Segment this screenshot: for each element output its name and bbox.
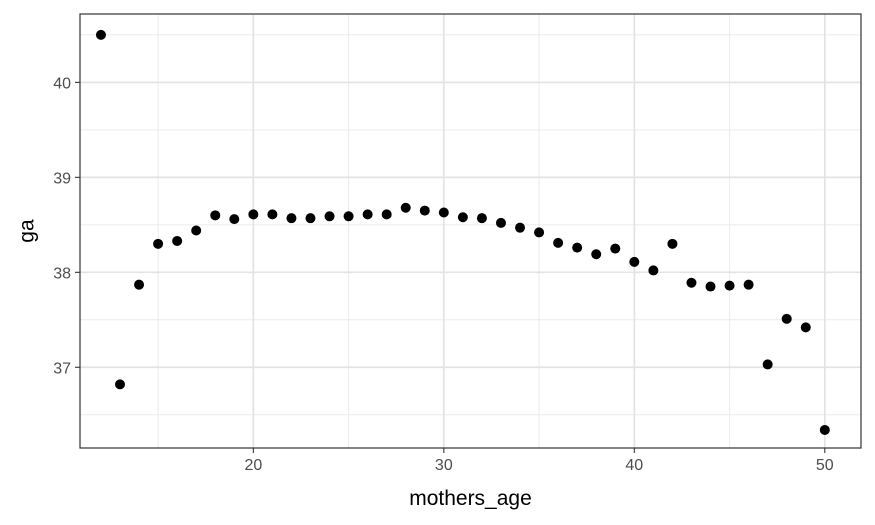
- data-point: [362, 209, 373, 220]
- data-point: [191, 225, 202, 236]
- data-point: [553, 237, 564, 248]
- data-point: [781, 313, 792, 324]
- data-point: [572, 242, 583, 253]
- data-point: [248, 209, 259, 220]
- x-axis-ticks: 20 30 40 50: [244, 448, 834, 474]
- data-point: [534, 227, 545, 238]
- data-point: [115, 379, 126, 390]
- data-point: [667, 238, 678, 249]
- major-gridlines: [80, 14, 861, 448]
- data-point: [305, 213, 316, 224]
- data-point: [819, 424, 830, 435]
- data-point: [800, 322, 811, 333]
- data-point: [476, 213, 487, 224]
- data-point: [229, 214, 240, 225]
- data-point: [381, 209, 392, 220]
- y-tick-label: 37: [53, 360, 71, 377]
- data-point: [762, 359, 773, 370]
- data-point: [743, 279, 754, 290]
- data-points: [95, 29, 830, 435]
- data-point: [134, 279, 145, 290]
- data-point: [724, 280, 735, 291]
- data-point: [705, 281, 716, 292]
- data-point: [343, 211, 354, 222]
- y-axis-title: ga: [16, 219, 39, 243]
- panel-border: [79, 13, 862, 449]
- data-point: [400, 202, 411, 213]
- data-point: [286, 213, 297, 224]
- data-point: [324, 211, 335, 222]
- x-tick-label: 30: [435, 457, 453, 474]
- y-axis-ticks: 37 38 39 40: [53, 75, 80, 377]
- minor-gridlines: [80, 14, 861, 448]
- x-tick-label: 40: [625, 457, 643, 474]
- x-tick-label: 50: [816, 457, 834, 474]
- x-tick-label: 20: [244, 457, 262, 474]
- data-point: [172, 235, 183, 246]
- data-point: [610, 243, 621, 254]
- data-point: [153, 238, 164, 249]
- data-point: [495, 217, 506, 228]
- data-point: [95, 29, 106, 40]
- y-tick-label: 39: [53, 170, 71, 187]
- y-tick-label: 40: [53, 75, 71, 92]
- y-tick-label: 38: [53, 265, 71, 282]
- data-point: [515, 222, 526, 233]
- data-point: [267, 209, 278, 220]
- data-point: [210, 210, 221, 221]
- data-point: [457, 212, 468, 223]
- data-point: [591, 249, 602, 260]
- data-point: [648, 265, 659, 276]
- data-point: [419, 205, 430, 216]
- data-point: [686, 277, 697, 288]
- data-point: [629, 256, 640, 267]
- data-point: [438, 207, 449, 218]
- x-axis-title: mothers_age: [409, 487, 532, 510]
